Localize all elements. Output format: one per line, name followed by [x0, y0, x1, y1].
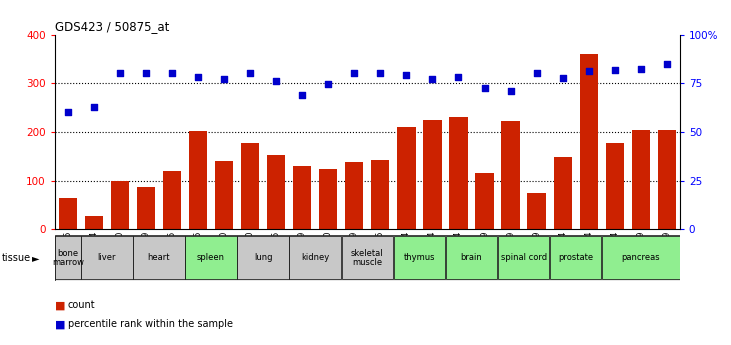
- Bar: [393, 236, 445, 279]
- Bar: [605, 143, 624, 229]
- Point: [661, 61, 673, 67]
- Point: [531, 70, 542, 75]
- Bar: [632, 129, 650, 229]
- Text: pancreas: pancreas: [621, 253, 660, 263]
- Point: [88, 104, 99, 109]
- Bar: [185, 236, 237, 279]
- Bar: [133, 236, 185, 279]
- Bar: [658, 129, 676, 229]
- Point: [219, 77, 230, 82]
- Bar: [423, 120, 442, 229]
- Point: [479, 85, 491, 91]
- Text: tissue: tissue: [1, 253, 31, 263]
- Text: ■: ■: [55, 319, 65, 329]
- Bar: [81, 236, 133, 279]
- Bar: [498, 236, 550, 279]
- Bar: [602, 236, 680, 279]
- Text: ■: ■: [55, 300, 65, 310]
- Bar: [241, 143, 260, 229]
- Bar: [55, 236, 80, 279]
- Text: skeletal
muscle: skeletal muscle: [351, 248, 384, 267]
- Point: [140, 70, 152, 75]
- Point: [349, 71, 360, 76]
- Text: count: count: [68, 300, 96, 310]
- Text: kidney: kidney: [301, 253, 330, 263]
- Point: [504, 88, 516, 93]
- Text: spleen: spleen: [197, 253, 225, 263]
- Bar: [501, 121, 520, 229]
- Text: heart: heart: [148, 253, 170, 263]
- Text: percentile rank within the sample: percentile rank within the sample: [68, 319, 233, 329]
- Text: brain: brain: [461, 253, 482, 263]
- Point: [62, 110, 74, 115]
- Bar: [345, 162, 363, 229]
- Point: [583, 68, 594, 74]
- Bar: [267, 155, 285, 229]
- Point: [401, 73, 412, 78]
- Point: [296, 93, 308, 98]
- Point: [557, 76, 569, 81]
- Text: GDS423 / 50875_at: GDS423 / 50875_at: [55, 20, 169, 33]
- Bar: [475, 174, 493, 229]
- Point: [635, 66, 647, 71]
- Point: [114, 70, 126, 75]
- Bar: [189, 131, 207, 229]
- Bar: [397, 127, 415, 229]
- Text: bone
marrow: bone marrow: [52, 248, 84, 267]
- Text: lung: lung: [254, 253, 273, 263]
- Text: spinal cord: spinal cord: [501, 253, 547, 263]
- Bar: [111, 181, 129, 229]
- Text: liver: liver: [98, 253, 116, 263]
- Point: [374, 71, 386, 76]
- Point: [192, 75, 204, 80]
- Bar: [85, 216, 103, 229]
- Bar: [137, 187, 155, 229]
- Bar: [215, 161, 233, 229]
- Point: [322, 81, 334, 87]
- Bar: [58, 198, 77, 229]
- Bar: [238, 236, 289, 279]
- Bar: [341, 236, 393, 279]
- Bar: [450, 117, 468, 229]
- Bar: [319, 168, 338, 229]
- Point: [452, 75, 464, 80]
- Text: thymus: thymus: [404, 253, 435, 263]
- Bar: [553, 157, 572, 229]
- Bar: [289, 236, 341, 279]
- Point: [270, 78, 282, 83]
- Point: [427, 77, 439, 82]
- Point: [244, 70, 256, 75]
- Bar: [550, 236, 602, 279]
- Bar: [371, 160, 390, 229]
- Text: prostate: prostate: [558, 253, 594, 263]
- Bar: [580, 54, 598, 229]
- Point: [609, 67, 621, 72]
- Bar: [293, 166, 311, 229]
- Bar: [446, 236, 497, 279]
- Bar: [528, 193, 546, 229]
- Text: ►: ►: [32, 253, 39, 263]
- Bar: [163, 171, 181, 229]
- Point: [166, 71, 178, 76]
